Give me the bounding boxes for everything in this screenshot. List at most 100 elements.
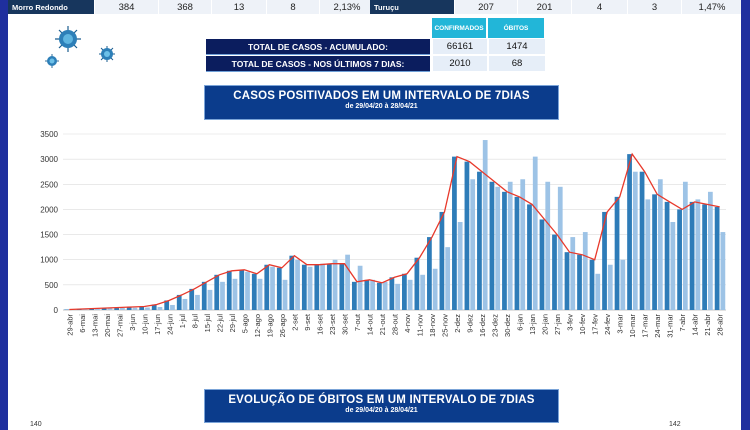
x-tick-label: 6-jan: [516, 314, 525, 331]
x-tick-label: 9-set: [303, 313, 312, 331]
bar-recovered: [257, 278, 263, 310]
bar-confirmed: [114, 307, 120, 310]
top-row-right: Turuçu 207 201 4 3 1,47%: [370, 0, 741, 14]
bar-recovered: [595, 273, 601, 310]
bar-confirmed: [301, 264, 307, 310]
bar-recovered: [457, 222, 463, 310]
bar-recovered: [482, 140, 488, 310]
x-tick-label: 3-jun: [128, 314, 137, 331]
bar-recovered: [370, 279, 375, 310]
bar-confirmed: [614, 196, 620, 310]
bar-recovered: [220, 281, 225, 310]
x-tick-label: 23-dez: [491, 314, 500, 337]
chart2-banner: EVOLUÇÃO DE ÓBITOS EM UM INTERVALO DE 7D…: [204, 389, 559, 423]
bar-confirmed: [639, 171, 645, 310]
top-row-cell: 201: [517, 0, 571, 14]
bar-confirmed: [339, 263, 345, 310]
bar-confirmed: [126, 306, 132, 310]
bar-confirmed: [351, 281, 357, 310]
bar-confirmed: [239, 269, 245, 310]
bar-recovered: [645, 199, 651, 310]
bar-confirmed: [314, 264, 320, 310]
total-accumulated-confirmed: 66161: [432, 39, 487, 54]
chart1-subtitle: de 29/04/20 à 28/04/21: [345, 103, 418, 110]
top-row-label: Turuçu: [370, 0, 454, 14]
total-7days-label: TOTAL DE CASOS - NOS ÚLTIMOS 7 DIAS:: [206, 56, 430, 72]
y-tick-label: 2000: [40, 205, 58, 214]
bar-confirmed: [139, 306, 145, 310]
bar-recovered: [320, 263, 325, 310]
trend-line: [69, 152, 720, 311]
x-tick-label: 19-ago: [265, 314, 274, 337]
y-tick-label: 500: [45, 281, 59, 290]
top-row-left: Morro Redondo 384 368 13 8 2,13%: [8, 0, 374, 14]
bar-confirmed: [589, 259, 595, 310]
y-tick-label: 3500: [40, 130, 58, 139]
chart1-banner: CASOS POSITIVADOS EM UM INTERVALO DE 7DI…: [204, 85, 559, 120]
bar-confirmed: [276, 267, 282, 310]
x-tick-label: 10-jun: [140, 314, 149, 335]
x-tick-label: 10-fev: [578, 314, 587, 335]
bar-recovered: [432, 268, 438, 310]
top-row-cell: 384: [94, 0, 158, 14]
bar-confirmed: [176, 294, 182, 310]
x-tick-label: 13-jan: [528, 314, 537, 335]
top-row-cell: 4: [571, 0, 627, 14]
bar-recovered: [620, 259, 626, 310]
bar-confirmed: [364, 279, 370, 310]
x-tick-label: 22-jul: [215, 314, 224, 333]
bar-confirmed: [627, 154, 632, 310]
bar-recovered: [420, 274, 426, 310]
x-tick-label: 27-jan: [553, 314, 562, 335]
bar-recovered: [145, 307, 150, 310]
bar-recovered: [282, 279, 288, 310]
x-tick-label: 17-mar: [641, 314, 650, 338]
x-tick-label: 2-dez: [453, 314, 462, 333]
x-tick-label: 13-mai: [90, 314, 99, 337]
bar-confirmed: [389, 277, 395, 310]
x-tick-label: 18-nov: [428, 314, 437, 337]
bar-recovered: [570, 237, 576, 310]
bar-confirmed: [439, 211, 445, 310]
x-tick-label: 17-fev: [591, 314, 600, 335]
bar-confirmed: [427, 237, 432, 310]
x-tick-label: 2-set: [290, 313, 299, 331]
x-tick-label: 8-jul: [190, 314, 199, 329]
top-row-cell: 1,47%: [681, 0, 741, 14]
total-7days-deaths: 68: [488, 56, 545, 71]
x-tick-label: 16-dez: [478, 314, 487, 337]
x-tick-label: 26-ago: [278, 314, 287, 337]
top-row-cell: 13: [211, 0, 266, 14]
top-row-cell: 3: [627, 0, 681, 14]
bar-recovered: [407, 279, 413, 310]
x-tick-label: 24-fev: [603, 314, 612, 335]
x-tick-label: 30-set: [340, 313, 349, 335]
bar-recovered: [295, 259, 300, 310]
y-tick-label: 2500: [40, 180, 58, 189]
report-page: Morro Redondo 384 368 13 8 2,13% Turuçu …: [8, 0, 741, 430]
bar-recovered: [357, 265, 363, 310]
bar-recovered: [695, 199, 701, 310]
bar-confirmed: [326, 263, 332, 310]
bar-confirmed: [527, 204, 532, 310]
bar-confirmed: [689, 201, 695, 310]
bar-confirmed: [477, 171, 482, 310]
top-row-cell: 368: [158, 0, 211, 14]
x-tick-label: 25-nov: [441, 314, 450, 337]
bar-recovered: [682, 181, 688, 310]
x-tick-label: 12-ago: [253, 314, 262, 337]
x-tick-label: 21-abr: [703, 314, 712, 336]
x-tick-label: 31-mar: [666, 314, 675, 338]
bar-recovered: [107, 308, 113, 310]
x-tick-label: 10-mar: [628, 314, 637, 338]
x-tick-label: 11-nov: [416, 314, 425, 337]
chart2-value-left: 140: [30, 421, 42, 428]
bar-recovered: [170, 304, 175, 310]
bar-recovered: [670, 222, 676, 310]
x-tick-label: 4-nov: [403, 314, 412, 333]
top-row-cell: 207: [454, 0, 517, 14]
x-tick-label: 14-abr: [691, 314, 700, 336]
bar-confirmed: [714, 206, 720, 310]
